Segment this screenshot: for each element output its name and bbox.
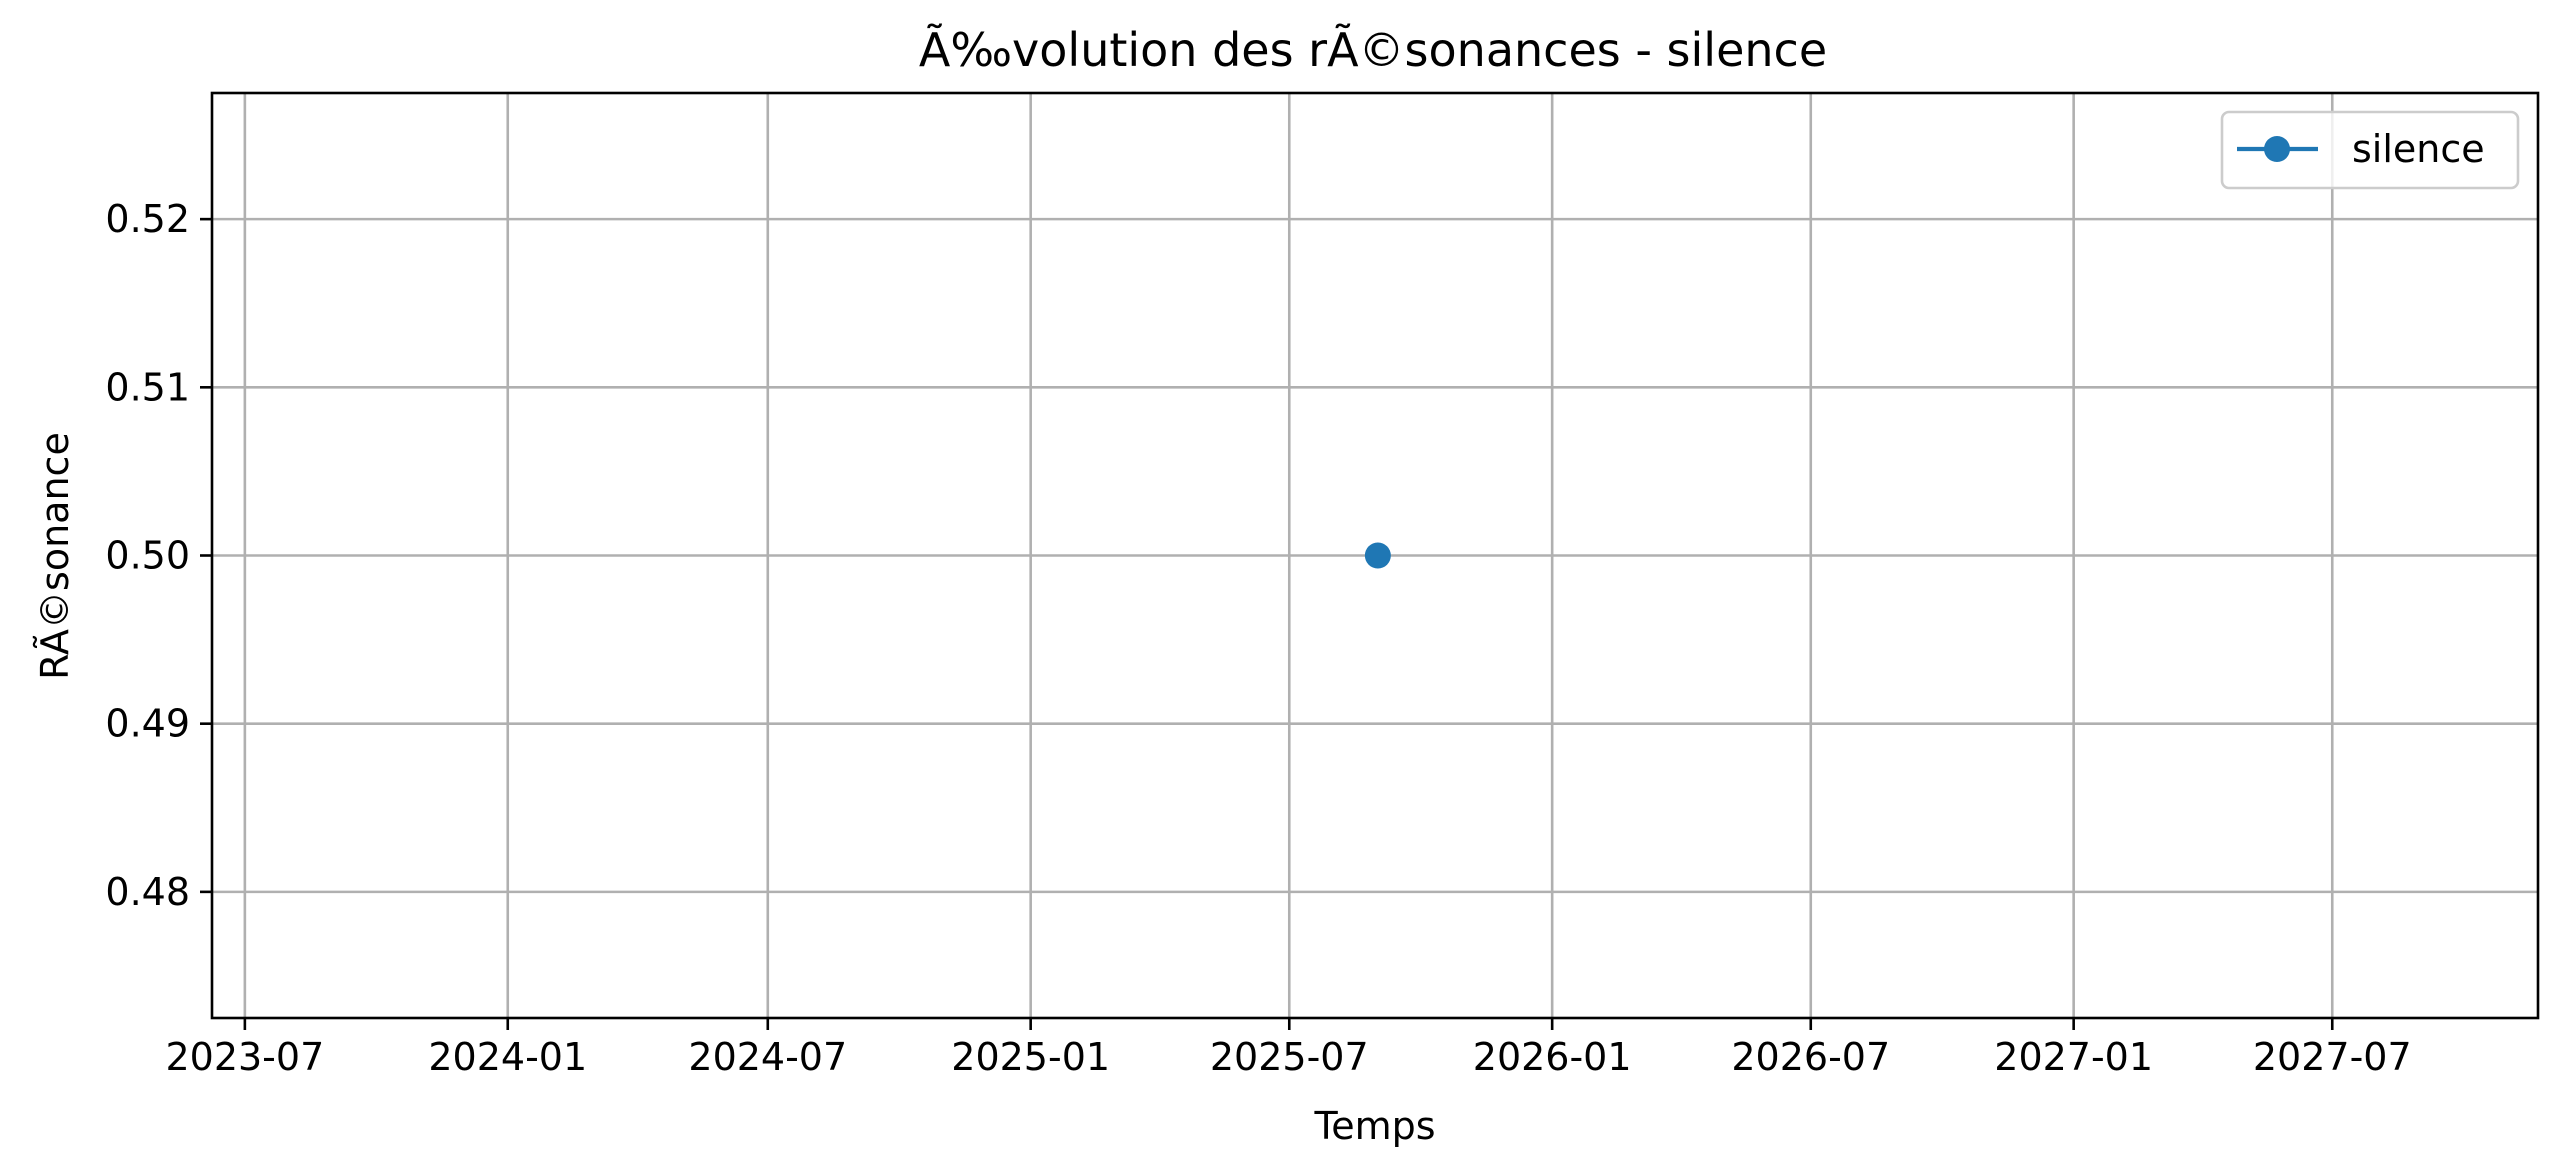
axis-ticks: 2023-07 2024-01 2024-07 2025-01 2025-07 2026-…: [105, 197, 2411, 1079]
x-tick-label: 2025-01: [951, 1035, 1110, 1079]
x-tick-label: 2027-07: [2253, 1035, 2412, 1079]
x-tick-label: 2024-01: [428, 1035, 587, 1079]
chart-title: Ã‰volution des rÃ©sonances - silence: [919, 23, 1827, 77]
grid-lines: [212, 93, 2538, 1018]
x-tick-label: 2026-07: [1731, 1035, 1890, 1079]
x-tick-label: 2027-01: [1994, 1035, 2153, 1079]
plot-area: [1364, 542, 1391, 569]
x-tick-label: 2023-07: [165, 1035, 324, 1079]
y-tick-label: 0.49: [105, 702, 190, 746]
legend-marker-silence: [2264, 136, 2290, 162]
y-tick-label: 0.50: [105, 534, 190, 578]
legend: silence: [2220, 110, 2520, 190]
x-tick-label: 2025-07: [1210, 1035, 1369, 1079]
x-tick-label: 2026-01: [1473, 1035, 1632, 1079]
data-point-silence: [1364, 542, 1391, 569]
legend-label-silence: silence: [2352, 127, 2485, 171]
y-tick-label: 0.51: [105, 365, 190, 409]
y-tick-label: 0.48: [105, 870, 190, 914]
legend-box: [2220, 110, 2520, 190]
y-tick-label: 0.52: [105, 197, 190, 241]
y-axis-label: RÃ©sonance: [33, 432, 77, 680]
x-axis-label: Temps: [1313, 1104, 1435, 1148]
x-tick-label: 2024-07: [688, 1035, 847, 1079]
